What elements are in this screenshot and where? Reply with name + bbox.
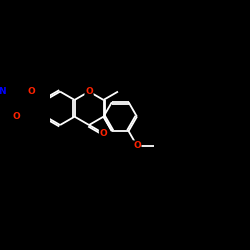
Text: O: O bbox=[100, 129, 108, 138]
Text: O: O bbox=[85, 87, 93, 96]
Text: O: O bbox=[133, 141, 141, 150]
Text: N: N bbox=[0, 87, 6, 96]
Text: O: O bbox=[27, 87, 35, 96]
Text: O: O bbox=[13, 112, 20, 121]
